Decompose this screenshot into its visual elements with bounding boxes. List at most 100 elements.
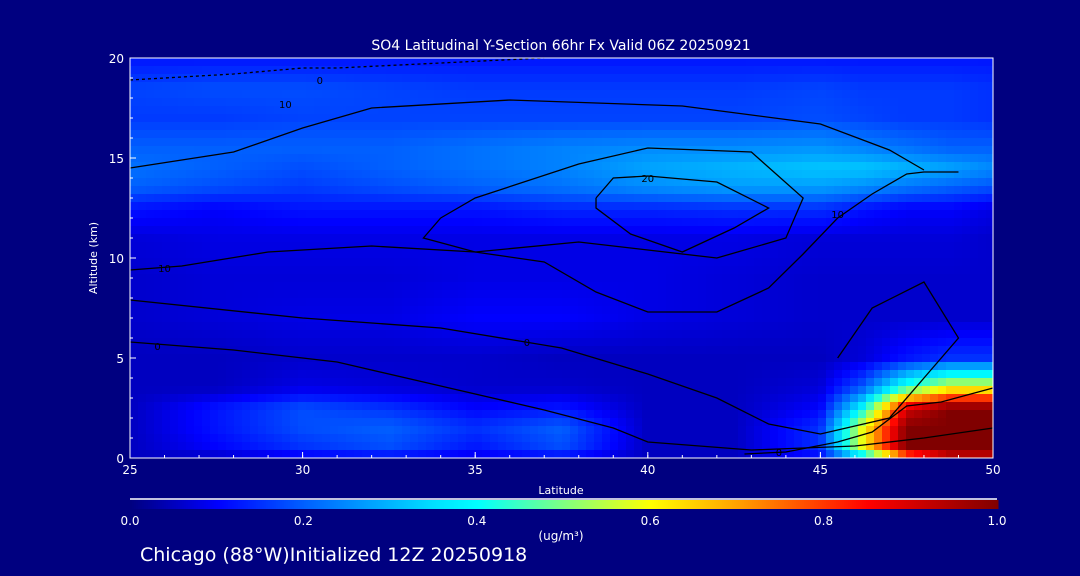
heat-cell: [914, 410, 923, 419]
heat-cell: [522, 330, 531, 339]
heat-cell: [202, 418, 211, 427]
heat-cell: [322, 74, 331, 83]
heat-cell: [762, 66, 771, 75]
heat-cell: [162, 282, 171, 291]
heat-cell: [954, 402, 963, 411]
heat-cell: [234, 426, 243, 435]
heat-cell: [138, 330, 147, 339]
heat-cell: [458, 122, 467, 131]
heat-cell: [442, 258, 451, 267]
heat-cell: [202, 234, 211, 243]
heat-cell: [442, 90, 451, 99]
heat-cell: [538, 242, 547, 251]
heat-cell: [666, 106, 675, 115]
heat-cell: [370, 186, 379, 195]
heat-cell: [426, 362, 435, 371]
heat-cell: [810, 362, 819, 371]
heat-cell: [258, 266, 267, 275]
heat-cell: [290, 282, 299, 291]
heat-cell: [290, 234, 299, 243]
heat-cell: [314, 274, 323, 283]
heat-cell: [666, 274, 675, 283]
heat-cell: [498, 74, 507, 83]
heat-cell: [314, 362, 323, 371]
heat-cell: [250, 194, 259, 203]
heat-cell: [170, 90, 179, 99]
heat-cell: [818, 122, 827, 131]
heat-cell: [602, 218, 611, 227]
heat-cell: [410, 162, 419, 171]
heat-cell: [586, 410, 595, 419]
heat-cell: [482, 74, 491, 83]
heat-cell: [722, 322, 731, 331]
heat-cell: [562, 210, 571, 219]
heat-cell: [810, 130, 819, 139]
heat-cell: [178, 298, 187, 307]
heat-cell: [346, 378, 355, 387]
heat-cell: [514, 322, 523, 331]
heat-cell: [378, 330, 387, 339]
heat-cell: [274, 74, 283, 83]
heat-cell: [482, 58, 491, 67]
heat-cell: [362, 298, 371, 307]
heat-cell: [410, 370, 419, 379]
heat-cell: [930, 242, 939, 251]
heat-cell: [514, 122, 523, 131]
heat-cell: [834, 170, 843, 179]
heat-cell: [650, 186, 659, 195]
heat-cell: [514, 242, 523, 251]
heat-cell: [594, 386, 603, 395]
heat-cell: [954, 330, 963, 339]
heat-cell: [730, 154, 739, 163]
heat-cell: [402, 394, 411, 403]
heat-cell: [330, 362, 339, 371]
heat-cell: [386, 170, 395, 179]
heat-cell: [130, 394, 139, 403]
heat-cell: [698, 162, 707, 171]
heat-cell: [706, 122, 715, 131]
heat-cell: [874, 82, 883, 91]
heat-cell: [834, 418, 843, 427]
heat-cell: [946, 218, 955, 227]
heat-cell: [946, 98, 955, 107]
heat-cell: [626, 346, 635, 355]
heat-cell: [986, 338, 994, 347]
heat-cell: [162, 410, 171, 419]
heat-cell: [170, 290, 179, 299]
heat-cell: [586, 154, 595, 163]
heat-cell: [962, 130, 971, 139]
heat-cell: [626, 418, 635, 427]
heat-cell: [322, 82, 331, 91]
heat-cell: [138, 90, 147, 99]
heat-cell: [314, 162, 323, 171]
heat-cell: [970, 242, 979, 251]
heat-cell: [282, 354, 291, 363]
heat-cell: [522, 378, 531, 387]
heat-cell: [882, 226, 891, 235]
heat-cell: [914, 66, 923, 75]
heat-cell: [346, 258, 355, 267]
heat-cell: [690, 138, 699, 147]
heat-cell: [242, 122, 251, 131]
heat-cell: [442, 106, 451, 115]
heat-cell: [986, 98, 994, 107]
heat-cell: [866, 378, 875, 387]
heat-cell: [754, 330, 763, 339]
heat-cell: [226, 250, 235, 259]
heat-cell: [714, 258, 723, 267]
heat-cell: [482, 122, 491, 131]
heat-cell: [706, 90, 715, 99]
heat-cell: [186, 66, 195, 75]
heat-cell: [130, 226, 139, 235]
heat-cell: [906, 162, 915, 171]
heat-cell: [834, 362, 843, 371]
heat-cell: [162, 346, 171, 355]
heat-cell: [434, 138, 443, 147]
heat-cell: [434, 122, 443, 131]
heat-cell: [738, 66, 747, 75]
heat-cell: [850, 394, 859, 403]
heat-cell: [858, 234, 867, 243]
heat-cell: [266, 82, 275, 91]
heat-cell: [170, 306, 179, 315]
heat-cell: [410, 290, 419, 299]
